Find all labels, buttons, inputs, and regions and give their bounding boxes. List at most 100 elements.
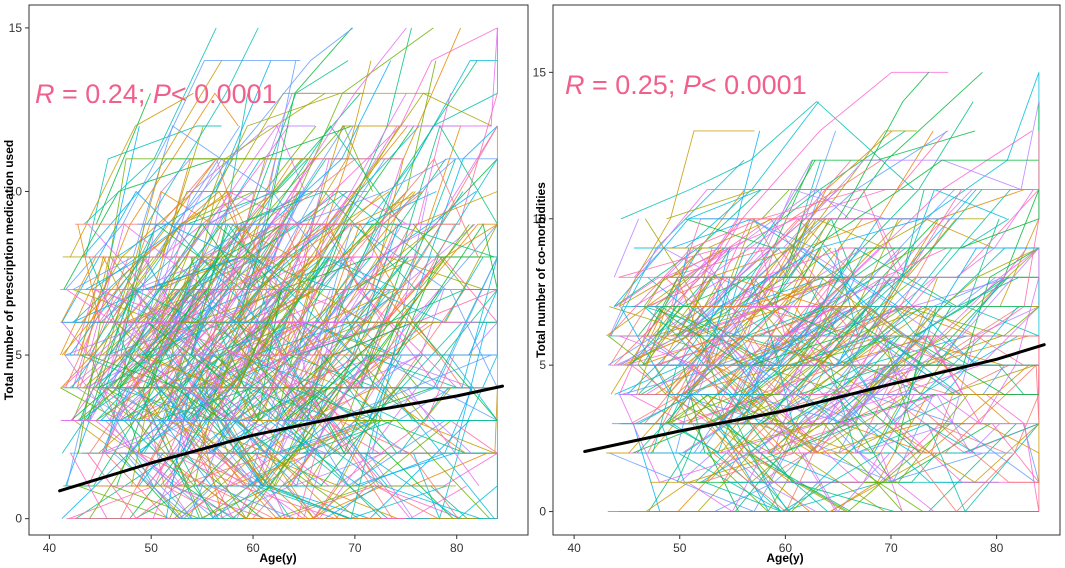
p-value-left: < 0.0001 — [171, 79, 277, 109]
subject-line — [693, 364, 900, 454]
subject-line — [144, 158, 217, 258]
subject-line — [97, 354, 176, 389]
subject-line — [719, 276, 899, 425]
correlation-annotation-left: R = 0.24; P< 0.0001 — [35, 79, 277, 109]
subject-line — [138, 452, 164, 487]
subject-line — [636, 306, 667, 395]
subject-line — [687, 189, 912, 278]
subject-line — [614, 364, 683, 395]
subject-line — [80, 255, 180, 357]
subject-line — [206, 191, 424, 389]
x-tick-label: 70 — [884, 541, 898, 555]
subject-line — [396, 158, 498, 323]
subject-line — [186, 158, 308, 225]
y-tick-label: 0 — [15, 512, 22, 526]
subject-line — [225, 289, 399, 389]
subject-line — [646, 364, 694, 395]
subject-line — [762, 247, 864, 337]
subject-line — [857, 306, 1040, 454]
x-axis-title-right: Age(y) — [766, 551, 803, 565]
subject-line — [672, 423, 719, 454]
subject-line — [140, 321, 271, 356]
r-symbol-left: R — [35, 79, 55, 109]
subject-line — [74, 420, 119, 454]
subject-line — [620, 100, 915, 220]
subject-line — [665, 218, 743, 307]
subject-line — [124, 452, 296, 520]
subject-line — [685, 130, 976, 249]
subject-line — [69, 92, 194, 258]
subject-line — [156, 354, 197, 454]
y-tick-label: 15 — [9, 21, 23, 35]
subject-line — [679, 452, 714, 483]
subject-line — [762, 423, 814, 454]
subject-line — [324, 485, 379, 519]
subject-line — [89, 224, 282, 422]
subject-line — [766, 452, 839, 483]
subject-line — [613, 218, 640, 278]
subject-line — [839, 277, 1040, 425]
p-symbol-right: P — [683, 70, 701, 100]
x-axis-right: 40 50 60 70 80 — [567, 535, 1004, 555]
subject-line — [738, 394, 1040, 454]
subject-line — [65, 60, 301, 290]
trend-line-left — [58, 384, 504, 493]
subject-line — [843, 393, 1040, 512]
subject-line — [165, 158, 222, 258]
x-axis-title-left: Age(y) — [259, 551, 296, 565]
subject-line — [718, 423, 770, 512]
subject-line — [237, 256, 397, 323]
subject-line — [277, 354, 498, 421]
subject-line — [704, 452, 882, 513]
subject-line — [85, 256, 145, 290]
x-axis-left: 40 50 60 70 80 — [43, 535, 464, 555]
subject-line — [290, 420, 370, 454]
subject-line — [108, 256, 187, 356]
subject-line — [410, 452, 498, 487]
subject-line — [688, 189, 762, 220]
trend-line — [583, 343, 1046, 453]
subject-line — [283, 223, 456, 291]
subject-line — [649, 423, 781, 512]
subject-line — [242, 256, 432, 356]
subject-line — [668, 218, 773, 249]
trend-line — [58, 384, 504, 493]
subject-line — [88, 223, 224, 357]
subject-line — [764, 394, 915, 483]
y-tick-label: 10 — [533, 212, 547, 226]
subject-line — [352, 125, 498, 356]
subject-line — [729, 276, 1010, 425]
subject-line — [666, 189, 825, 220]
subject-line — [812, 159, 1039, 249]
subject-line — [312, 354, 455, 519]
subject-line — [186, 420, 384, 520]
subject-line — [618, 130, 755, 307]
x-tick-label: 80 — [450, 541, 464, 555]
subject-line — [104, 420, 199, 454]
x-tick-label: 50 — [145, 541, 159, 555]
subject-line — [270, 321, 440, 389]
subject-line — [716, 218, 939, 425]
subject-line — [798, 364, 1039, 395]
subject-line — [243, 125, 402, 258]
subject-line — [694, 306, 788, 337]
subject-line — [699, 394, 775, 483]
subject-line — [316, 27, 498, 290]
plot-border-left — [28, 4, 529, 536]
subject-line — [97, 387, 154, 487]
subject-line — [613, 159, 882, 366]
subject-line — [618, 247, 770, 278]
y-tick-label: 10 — [9, 184, 23, 198]
subject-line — [817, 306, 1040, 366]
subject-line — [356, 223, 498, 356]
subject-line — [95, 93, 151, 225]
subject-line — [618, 247, 722, 278]
subject-line — [62, 125, 204, 258]
p-symbol-left: P — [153, 79, 171, 109]
subject-line — [666, 247, 690, 337]
subject-line — [136, 27, 354, 356]
subject-lines-right — [606, 71, 1040, 513]
subject-line — [334, 60, 478, 323]
subject-line — [137, 223, 414, 389]
